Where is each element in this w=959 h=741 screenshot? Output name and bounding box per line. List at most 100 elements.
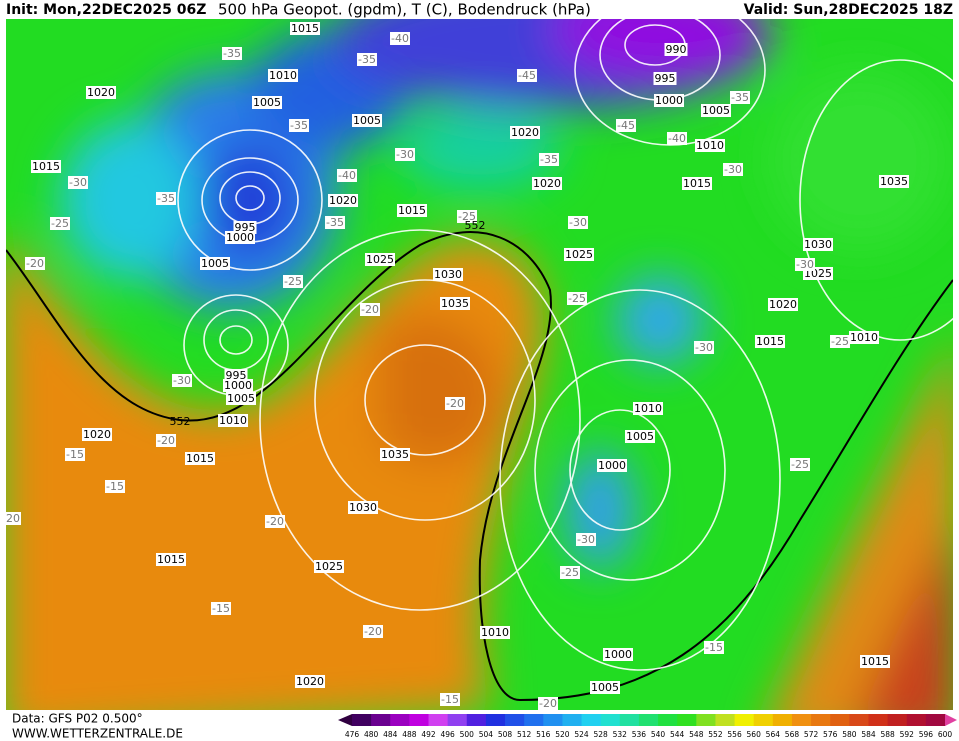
pressure-label: 1035 xyxy=(441,297,469,310)
label-bg xyxy=(480,626,510,639)
site: WWW.WETTERZENTRALE.DE xyxy=(12,727,183,741)
pressure-label: 995 xyxy=(655,72,676,85)
label-bg xyxy=(65,448,85,461)
label-bg xyxy=(755,335,785,348)
colorbar-segment xyxy=(466,714,487,726)
colorbar-label: 572 xyxy=(804,730,819,739)
label-bg xyxy=(433,268,463,281)
label-bg xyxy=(268,69,298,82)
pressure-label: 995 xyxy=(235,221,256,234)
pressure-label: 1000 xyxy=(598,459,626,472)
temperature-label: -35 xyxy=(540,153,558,166)
colorbar-segment xyxy=(734,714,755,726)
colorbar-label: 484 xyxy=(383,730,398,739)
pressure-label: 1005 xyxy=(591,681,619,694)
temperature-label: -25 xyxy=(568,292,586,305)
colorbar-segment xyxy=(811,714,831,726)
pressure-label: 1030 xyxy=(349,501,377,514)
colorbar-label: 580 xyxy=(842,730,857,739)
map-title: 500 hPa Geopot. (gpdm), T (C), Bodendruc… xyxy=(218,1,591,19)
pressure-label: 1035 xyxy=(381,448,409,461)
colorbar-label: 476 xyxy=(345,730,360,739)
colorbar: 476 480 484 488 492 496 500 504 508 512 516 520 524 5… xyxy=(338,714,957,739)
colorbar-label: 516 xyxy=(536,730,551,739)
label-bg xyxy=(597,459,627,472)
colorbar-segment xyxy=(925,714,946,726)
colorbar-arrow xyxy=(338,714,352,726)
label-bg xyxy=(701,104,731,117)
pressure-label: 1020 xyxy=(533,177,561,190)
temperature-label: -45 xyxy=(617,119,635,132)
colorbar-label: 592 xyxy=(900,730,915,739)
pressure-label: 1000 xyxy=(655,94,683,107)
colorbar-segment xyxy=(352,714,372,726)
temperature-label: -30 xyxy=(796,258,814,271)
colorbar-segment xyxy=(543,714,563,726)
colorbar-segment xyxy=(581,714,602,726)
label-bg xyxy=(337,169,357,182)
pressure-label: 1015 xyxy=(291,22,319,35)
pressure-label: 1015 xyxy=(186,452,214,465)
label-bg xyxy=(667,132,687,145)
contour-label: 552 xyxy=(170,415,191,428)
temperature-label: -30 xyxy=(695,341,713,354)
colorbar-label: 532 xyxy=(613,730,628,739)
colorbar-segment xyxy=(485,714,506,726)
label-bg xyxy=(564,248,594,261)
colorbar-segment xyxy=(390,714,410,726)
colorbar-segment xyxy=(562,714,583,726)
label-bg xyxy=(830,335,850,348)
temperature-label: -15 xyxy=(212,602,230,615)
label-bg xyxy=(653,72,677,85)
label-bg xyxy=(82,428,112,441)
pressure-label: 1020 xyxy=(87,86,115,99)
colorbar-segment xyxy=(524,714,544,726)
colorbar-segment xyxy=(600,714,621,726)
pressure-label: 1015 xyxy=(398,204,426,217)
colorbar-label: 524 xyxy=(574,730,589,739)
pressure-label: 1010 xyxy=(269,69,297,82)
pressure-label: 1025 xyxy=(565,248,593,261)
colorbar-label: 508 xyxy=(498,730,513,739)
temperature-label: -20 xyxy=(364,625,382,638)
label-bg xyxy=(252,96,282,109)
colorbar-segment xyxy=(830,714,850,726)
colorbar-segment xyxy=(371,714,391,726)
colorbar-label: 548 xyxy=(689,730,704,739)
pressure-label: 1005 xyxy=(626,430,654,443)
label-bg xyxy=(225,231,255,244)
label-bg xyxy=(440,693,460,706)
label-bg xyxy=(397,204,427,217)
label-bg xyxy=(616,119,636,132)
temperature-label: -25 xyxy=(284,275,302,288)
label-bg xyxy=(560,566,580,579)
label-bg xyxy=(803,238,833,251)
colorbar-label: 588 xyxy=(880,730,895,739)
label-bg xyxy=(568,216,588,229)
pressure-label: 1010 xyxy=(219,414,247,427)
pressure-label: 1010 xyxy=(696,139,724,152)
label-bg xyxy=(314,560,344,573)
label-bg xyxy=(105,480,125,493)
label-bg xyxy=(222,47,242,60)
temperature-label: -45 xyxy=(518,69,536,82)
data-source: Data: GFS P02 0.500° xyxy=(12,712,143,726)
label-bg xyxy=(50,217,70,230)
label-bg xyxy=(730,91,750,104)
label-bg xyxy=(156,553,186,566)
label-bg xyxy=(86,86,116,99)
colorbar-segment xyxy=(715,714,736,726)
colorbar-label: 496 xyxy=(440,730,455,739)
label-bg xyxy=(325,216,345,229)
label-bg xyxy=(723,163,743,176)
colorbar-segment xyxy=(619,714,640,726)
temperature-label: -35 xyxy=(731,91,749,104)
label-bg xyxy=(510,126,540,139)
pressure-label: 1035 xyxy=(880,175,908,188)
temperature-label: -40 xyxy=(391,32,409,45)
pressure-label: 1015 xyxy=(683,177,711,190)
pressure-label: 1020 xyxy=(83,428,111,441)
label-bg xyxy=(363,625,383,638)
pressure-label: 1005 xyxy=(353,114,381,127)
temperature-label: -25 xyxy=(458,210,476,223)
